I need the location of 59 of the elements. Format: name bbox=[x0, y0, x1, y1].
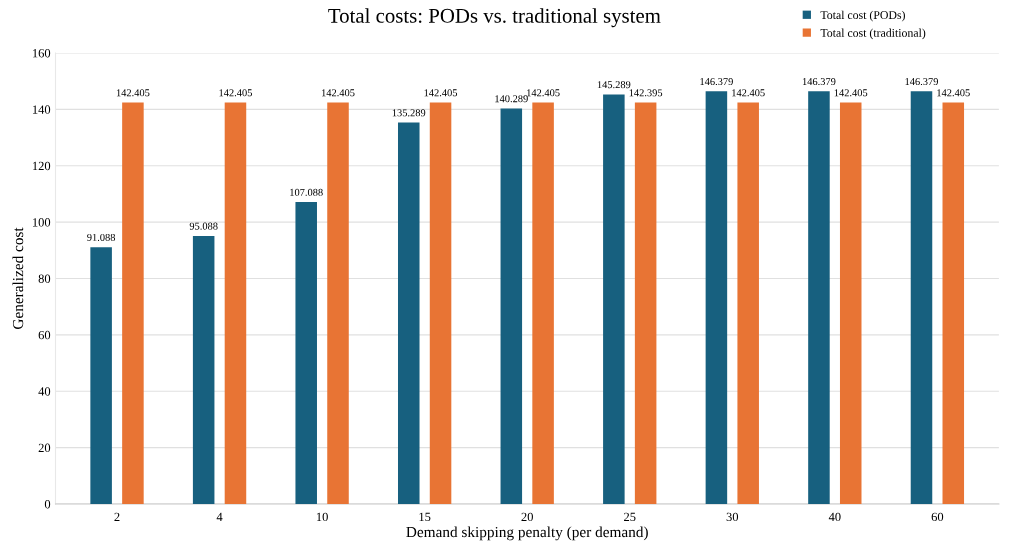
legend-label: Total cost (PODs) bbox=[820, 10, 905, 22]
bar bbox=[429, 102, 452, 504]
data-label: 107.088 bbox=[290, 188, 323, 196]
bar bbox=[634, 102, 657, 504]
x-tick-label: 30 bbox=[726, 512, 739, 522]
bar bbox=[603, 94, 625, 504]
x-tick-label: 10 bbox=[316, 512, 328, 522]
bar bbox=[532, 102, 554, 504]
bar bbox=[500, 108, 523, 504]
x-tick-label: 4 bbox=[216, 512, 223, 521]
data-label: 146.379 bbox=[700, 78, 733, 86]
bar bbox=[808, 91, 830, 504]
x-tick-label: 25 bbox=[624, 512, 636, 522]
y-tick-label: 0 bbox=[44, 499, 51, 509]
data-label: 146.379 bbox=[802, 78, 836, 86]
bar bbox=[224, 102, 247, 504]
y-axis-title: Generalized cost bbox=[12, 227, 24, 329]
bar bbox=[737, 102, 759, 504]
data-label: 95.088 bbox=[189, 222, 218, 230]
x-axis-title: Demand skipping penalty (per demand) bbox=[406, 526, 648, 541]
x-tick-label: 20 bbox=[521, 512, 533, 522]
data-label: 140.289 bbox=[495, 95, 528, 103]
data-label: 142.405 bbox=[219, 89, 252, 97]
legend-label: Total cost (traditional) bbox=[820, 28, 926, 40]
data-label: 91.088 bbox=[87, 233, 116, 241]
x-tick-label: 15 bbox=[419, 512, 431, 522]
chart-title: Total costs: PODs vs. traditional system bbox=[328, 8, 661, 28]
data-label: 142.405 bbox=[732, 89, 765, 97]
x-tick-label: 2 bbox=[114, 512, 120, 521]
y-tick-label: 120 bbox=[32, 161, 51, 171]
y-tick-label: 140 bbox=[32, 105, 51, 114]
y-tick-label: 100 bbox=[32, 218, 51, 227]
data-label: 142.405 bbox=[116, 89, 150, 97]
bar bbox=[398, 122, 420, 504]
x-tick-label: 40 bbox=[828, 512, 841, 522]
bar bbox=[122, 102, 144, 504]
bar bbox=[327, 102, 349, 504]
data-label: 145.289 bbox=[597, 81, 631, 89]
data-label: 142.405 bbox=[937, 89, 970, 97]
x-tick-label: 60 bbox=[931, 512, 944, 522]
bar bbox=[910, 91, 933, 504]
bar bbox=[839, 102, 862, 504]
bar bbox=[942, 102, 965, 504]
y-tick-label: 160 bbox=[32, 48, 51, 58]
bar bbox=[192, 235, 215, 504]
data-label: 142.405 bbox=[322, 89, 355, 97]
y-tick-label: 20 bbox=[38, 443, 51, 453]
bar bbox=[90, 247, 112, 504]
data-label: 142.405 bbox=[834, 89, 868, 97]
bar bbox=[705, 91, 728, 504]
data-label: 146.379 bbox=[905, 78, 938, 86]
y-tick-label: 60 bbox=[38, 330, 51, 340]
bar bbox=[295, 202, 317, 504]
data-label: 135.289 bbox=[392, 109, 426, 117]
data-label: 142.405 bbox=[527, 89, 560, 97]
data-label: 142.405 bbox=[424, 89, 458, 97]
y-tick-label: 80 bbox=[38, 274, 51, 283]
y-tick-label: 40 bbox=[38, 387, 51, 396]
data-label: 142.395 bbox=[629, 89, 663, 97]
